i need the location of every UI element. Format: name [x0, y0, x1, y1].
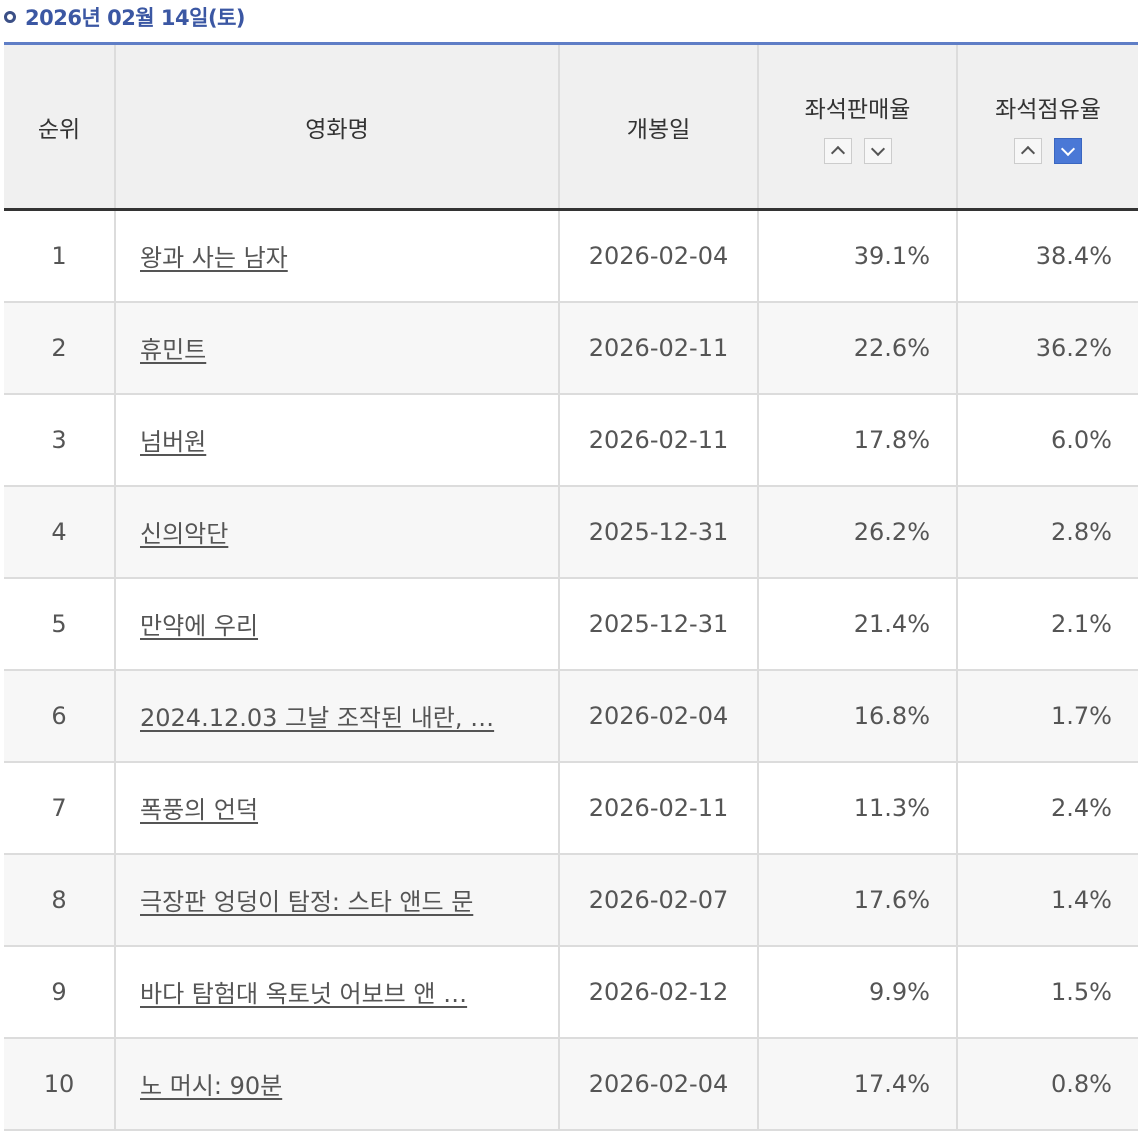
release-date-cell: 2026-02-07 [558, 853, 758, 946]
sort-desc-button-active[interactable] [1054, 137, 1082, 164]
sort-controls-seat-share [958, 137, 1138, 164]
column-header-rank: 순위 [4, 43, 115, 210]
column-header-seat-share: 좌석점유율 [956, 43, 1138, 210]
sort-desc-button[interactable] [863, 137, 892, 164]
seat-sales-cell: 11.3% [757, 761, 957, 854]
seat-share-cell: 0.8% [956, 1037, 1138, 1130]
table-row: 4 신의악단 2025-12-31 26.2% 2.8% [4, 485, 1138, 578]
column-label: 좌석판매율 [804, 96, 911, 123]
date-title: 2026년 02월 14일(토) [25, 6, 246, 30]
table-row: 6 2024.12.03 그날 조작된 내란, … 2026-02-04 16.… [4, 669, 1138, 762]
release-date-cell: 2026-02-11 [558, 393, 758, 486]
table-row: 10 노 머시: 90분 2026-02-04 17.4% 0.8% [4, 1037, 1138, 1130]
title-cell: 2024.12.03 그날 조작된 내란, … [114, 669, 559, 762]
rank-cell: 2 [51, 333, 67, 362]
rank-cell: 6 [51, 701, 67, 730]
sort-asc-button[interactable] [823, 137, 852, 164]
rank-cell: 1 [51, 241, 67, 270]
movie-title-link[interactable]: 폭풍의 언덕 [140, 796, 259, 824]
sort-controls-seat-sales [759, 137, 956, 164]
rank-cell: 5 [51, 609, 67, 638]
release-date-cell: 2025-12-31 [558, 485, 758, 578]
sort-asc-button[interactable] [1014, 137, 1042, 164]
movie-title-link[interactable]: 바다 탐험대 옥토넛 어보브 앤 … [140, 980, 468, 1008]
seat-sales-cell: 17.8% [757, 393, 957, 486]
column-label: 순위 [37, 116, 81, 143]
table-row: 9 바다 탐험대 옥토넛 어보브 앤 … 2026-02-12 9.9% 1.5… [4, 945, 1138, 1038]
column-label: 영화명 [305, 116, 369, 143]
seat-share-cell: 6.0% [956, 393, 1138, 486]
title-cell: 바다 탐험대 옥토넛 어보브 앤 … [114, 945, 559, 1038]
table-row: 7 폭풍의 언덕 2026-02-11 11.3% 2.4% [4, 761, 1138, 854]
release-date-cell: 2026-02-11 [558, 761, 758, 854]
table-row: 2 휴민트 2026-02-11 22.6% 36.2% [4, 301, 1138, 394]
movie-title-link[interactable]: 2024.12.03 그날 조작된 내란, … [140, 704, 495, 732]
release-date-cell: 2026-02-04 [558, 209, 758, 302]
title-cell: 극장판 엉덩이 탐정: 스타 앤드 문 [114, 853, 559, 946]
seat-share-cell: 1.7% [956, 669, 1138, 762]
date-header: 2026년 02월 14일(토) [4, 0, 246, 34]
release-date-cell: 2026-02-04 [558, 669, 758, 762]
movie-title-link[interactable]: 왕과 사는 남자 [140, 244, 288, 273]
title-cell: 만약에 우리 [114, 577, 559, 670]
rank-cell: 8 [51, 885, 67, 914]
chevron-up-icon [1020, 145, 1036, 160]
title-cell: 노 머시: 90분 [114, 1037, 559, 1130]
seat-share-cell: 38.4% [956, 209, 1138, 302]
seat-share-cell: 1.4% [956, 853, 1138, 946]
movie-title-link[interactable]: 극장판 엉덩이 탐정: 스타 앤드 문 [140, 888, 474, 916]
table-row: 5 만약에 우리 2025-12-31 21.4% 2.1% [4, 577, 1138, 670]
seat-sales-cell: 26.2% [757, 485, 957, 578]
movie-title-link[interactable]: 신의악단 [140, 520, 229, 548]
rank-cell: 10 [43, 1069, 75, 1098]
rank-cell: 9 [51, 977, 67, 1006]
movie-title-link[interactable]: 노 머시: 90분 [140, 1072, 283, 1100]
ranking-table-container: 순위 영화명 개봉일 좌석판매율 좌석점유율 [4, 42, 1138, 1131]
rank-cell: 7 [51, 793, 67, 822]
ranking-table: 순위 영화명 개봉일 좌석판매율 좌석점유율 [4, 42, 1138, 1131]
ring-bullet-icon [4, 11, 16, 23]
title-cell: 왕과 사는 남자 [114, 209, 559, 302]
seat-share-cell: 2.8% [956, 485, 1138, 578]
title-cell: 넘버원 [114, 393, 559, 486]
seat-sales-cell: 17.4% [757, 1037, 957, 1130]
table-row: 1 왕과 사는 남자 2026-02-04 39.1% 38.4% [4, 209, 1138, 302]
title-cell: 폭풍의 언덕 [114, 761, 559, 854]
chevron-down-icon [1060, 141, 1076, 156]
column-header-seat-sales: 좌석판매율 [757, 43, 957, 210]
column-label: 개봉일 [626, 116, 691, 143]
column-header-release: 개봉일 [558, 43, 758, 210]
release-date-cell: 2026-02-04 [558, 1037, 758, 1130]
seat-sales-cell: 39.1% [757, 209, 957, 302]
column-header-title: 영화명 [114, 43, 559, 210]
table-body: 1 왕과 사는 남자 2026-02-04 39.1% 38.4% 2 휴민트 … [4, 209, 1138, 1130]
rank-cell: 3 [51, 425, 67, 454]
movie-title-link[interactable]: 휴민트 [140, 336, 207, 364]
column-label: 좌석점유율 [995, 96, 1101, 123]
table-row: 3 넘버원 2026-02-11 17.8% 6.0% [4, 393, 1138, 486]
seat-sales-cell: 22.6% [757, 301, 957, 394]
seat-sales-cell: 21.4% [757, 577, 957, 670]
release-date-cell: 2025-12-31 [558, 577, 758, 670]
movie-title-link[interactable]: 넘버원 [140, 428, 207, 456]
title-cell: 신의악단 [114, 485, 559, 578]
chevron-down-icon [870, 141, 885, 156]
chevron-up-icon [830, 145, 845, 160]
seat-sales-cell: 9.9% [757, 945, 957, 1038]
seat-share-cell: 2.1% [956, 577, 1138, 670]
seat-share-cell: 36.2% [956, 301, 1138, 394]
seat-share-cell: 2.4% [956, 761, 1138, 854]
seat-share-cell: 1.5% [956, 945, 1138, 1038]
table-header: 순위 영화명 개봉일 좌석판매율 좌석점유율 [4, 43, 1138, 210]
seat-sales-cell: 16.8% [757, 669, 957, 762]
rank-cell: 4 [51, 517, 67, 546]
movie-title-link[interactable]: 만약에 우리 [140, 612, 259, 640]
title-cell: 휴민트 [114, 301, 559, 394]
release-date-cell: 2026-02-11 [558, 301, 758, 394]
seat-sales-cell: 17.6% [757, 853, 957, 946]
release-date-cell: 2026-02-12 [558, 945, 758, 1038]
table-row: 8 극장판 엉덩이 탐정: 스타 앤드 문 2026-02-07 17.6% 1… [4, 853, 1138, 946]
